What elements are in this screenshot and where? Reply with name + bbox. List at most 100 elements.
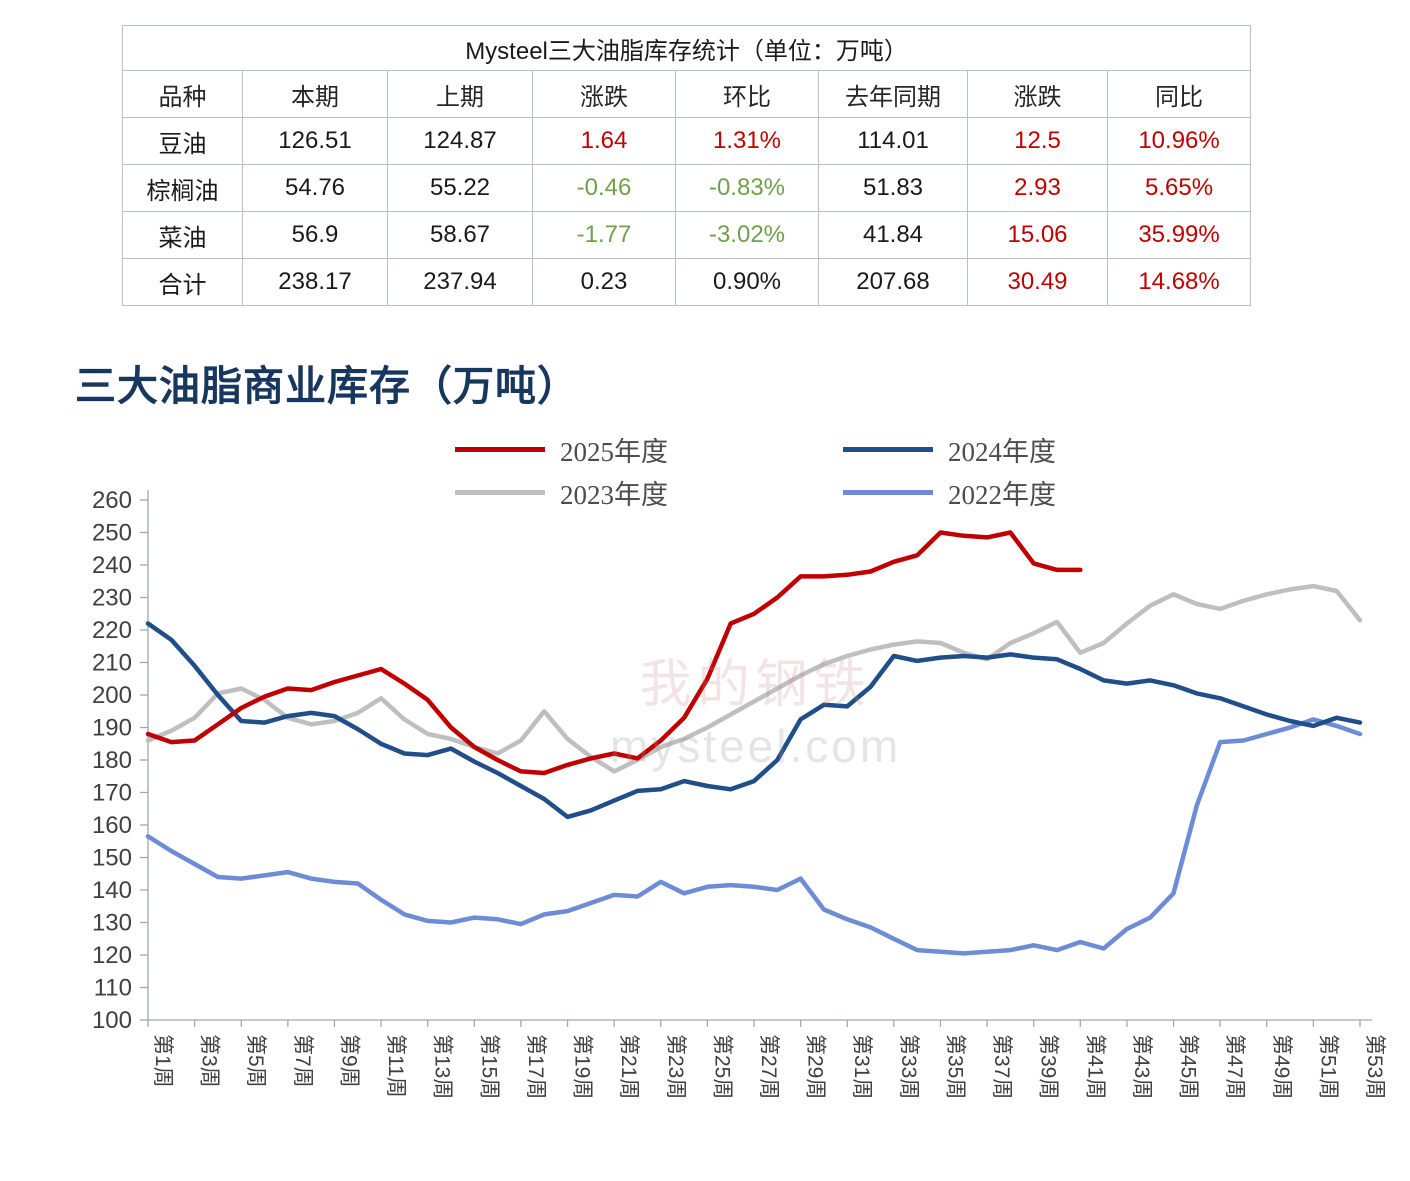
y-tick-label: 150 — [92, 845, 132, 872]
chart-legend: 2025年度 2024年度 2023年度 2022年度 — [455, 428, 1231, 514]
x-tick-label: 第13周 — [431, 1034, 454, 1099]
y-tick-label: 120 — [92, 942, 132, 969]
table-cell: 12.5 — [967, 117, 1108, 165]
table-header-row: 品种 本期 上期 涨跌 环比 去年同期 涨跌 同比 — [122, 70, 1252, 118]
table-cell: 2.93 — [967, 164, 1108, 212]
table-header-cell: 品种 — [122, 70, 243, 118]
legend-item-2025: 2025年度 — [455, 430, 843, 469]
table-body: 豆油 126.51 124.87 1.64 1.31% 114.01 12.5 10.96% 棕… — [122, 117, 1252, 306]
table-cell: 237.94 — [387, 258, 533, 306]
x-tick-label: 第33周 — [897, 1034, 920, 1099]
table-header-cell: 去年同期 — [818, 70, 968, 118]
table-header-cell: 同比 — [1106, 70, 1252, 118]
x-tick-label: 第17周 — [524, 1034, 547, 1099]
x-tick-label: 第5周 — [244, 1034, 267, 1088]
y-tick-label: 170 — [92, 780, 132, 807]
y-tick-label: 210 — [92, 650, 132, 677]
inventory-chart-svg: 100 110 120 130 140 150 160 170 180 190 200 210 220 2… — [92, 487, 1386, 1099]
table-cell: 0.90% — [675, 258, 819, 306]
x-tick-label: 第49周 — [1270, 1034, 1293, 1099]
table-header-cell: 环比 — [675, 70, 819, 118]
table-header-cell: 涨跌 — [532, 70, 676, 118]
y-tick-label: 140 — [92, 877, 132, 904]
x-tick-label: 第29周 — [804, 1034, 827, 1099]
x-tick-label: 第35周 — [943, 1034, 966, 1099]
y-tick-label: 110 — [94, 975, 132, 1002]
inventory-table: Mysteel三大油脂库存统计（单位：万吨） 品种 本期 上期 涨跌 环比 去年同期 涨跌同… — [121, 25, 1252, 306]
x-tick-label: 第31周 — [850, 1034, 873, 1099]
y-tick-label: 200 — [92, 682, 132, 709]
table-cell: -1.77 — [532, 211, 676, 259]
series-line-2022年度 — [145, 717, 1363, 956]
legend-row-2: 2023年度 2022年度 — [455, 471, 1231, 514]
table-cell: 51.83 — [818, 164, 968, 212]
table-cell: 30.49 — [967, 258, 1108, 306]
y-tick-label: 260 — [92, 487, 132, 514]
x-tick-label: 第1周 — [151, 1034, 174, 1088]
y-tick-label: 160 — [92, 812, 132, 839]
table-cell: 35.99% — [1106, 211, 1252, 259]
x-tick-label: 第19周 — [571, 1034, 594, 1099]
table-header-cell: 本期 — [242, 70, 388, 118]
table-cell: 豆油 — [122, 117, 243, 165]
legend-row-1: 2025年度 2024年度 — [455, 428, 1231, 471]
table-row: 菜油 56.9 58.67 -1.77 -3.02% 41.84 15.06 35.99% — [122, 211, 1252, 259]
x-tick-label: 第3周 — [198, 1034, 221, 1088]
x-tick-label: 第27周 — [757, 1034, 780, 1099]
table-cell: 126.51 — [242, 117, 388, 165]
table-cell: 棕榈油 — [122, 164, 243, 212]
y-tick-label: 130 — [92, 910, 132, 937]
table-row: 棕榈油 54.76 55.22 -0.46 -0.83% 51.83 2.93 5.65% — [122, 164, 1252, 212]
x-tick-label: 第7周 — [291, 1034, 314, 1088]
table-cell: 54.76 — [242, 164, 388, 212]
table-cell: 0.23 — [532, 258, 676, 306]
y-tick-label: 250 — [92, 520, 132, 547]
x-tick-label: 第47周 — [1223, 1034, 1246, 1099]
x-tick-label: 第41周 — [1083, 1034, 1106, 1099]
legend-label-2023: 2023年度 — [560, 480, 668, 510]
x-tick-label: 第45周 — [1177, 1034, 1200, 1099]
table-cell: 10.96% — [1106, 117, 1252, 165]
chart-block: 2025年度 2024年度 2023年度 2022年度 我的钢铁 mysteel… — [20, 437, 1410, 1138]
table-cell: 58.67 — [387, 211, 533, 259]
table-cell: 124.87 — [387, 117, 533, 165]
x-tick-label: 第39周 — [1037, 1034, 1060, 1099]
x-tick-label: 第37周 — [990, 1034, 1013, 1099]
legend-swatch-2025-icon — [455, 447, 545, 452]
legend-item-2024: 2024年度 — [843, 430, 1231, 469]
table-cell: 1.31% — [675, 117, 819, 165]
legend-item-2022: 2022年度 — [843, 473, 1231, 512]
y-tick-label: 230 — [92, 585, 132, 612]
series-line-2024年度 — [145, 621, 1363, 820]
x-tick-label: 第43周 — [1130, 1034, 1153, 1099]
table-cell: 5.65% — [1106, 164, 1252, 212]
x-tick-label: 第23周 — [664, 1034, 687, 1099]
table-cell: 114.01 — [818, 117, 968, 165]
table-cell: -3.02% — [675, 211, 819, 259]
y-tick-label: 220 — [92, 617, 132, 644]
x-tick-label: 第11周 — [384, 1034, 407, 1098]
table-row: 合计 238.17 237.94 0.23 0.90% 207.68 30.49 14.68% — [122, 258, 1252, 306]
y-tick-label: 240 — [92, 552, 132, 579]
y-tick-label: 100 — [92, 1007, 132, 1034]
legend-label-2022: 2022年度 — [948, 480, 1056, 510]
table-title-row: Mysteel三大油脂库存统计（单位：万吨） — [121, 25, 1252, 71]
table-cell: 合计 — [122, 258, 243, 306]
legend-label-2024: 2024年度 — [948, 437, 1056, 467]
y-tick-label: 190 — [92, 715, 132, 742]
table-cell: 56.9 — [242, 211, 388, 259]
table-row: 豆油 126.51 124.87 1.64 1.31% 114.01 12.5 10.96% — [122, 117, 1252, 165]
x-tick-label: 第25周 — [710, 1034, 733, 1099]
table-cell: 207.68 — [818, 258, 968, 306]
legend-label-2025: 2025年度 — [560, 437, 668, 467]
table-cell: 15.06 — [967, 211, 1108, 259]
legend-item-2023: 2023年度 — [455, 473, 843, 512]
table-header-cell: 涨跌 — [967, 70, 1108, 118]
legend-swatch-2022-icon — [843, 490, 933, 495]
table-cell: 14.68% — [1106, 258, 1252, 306]
table-cell: 41.84 — [818, 211, 968, 259]
series-line-2023年度 — [145, 583, 1363, 774]
y-tick-label: 180 — [92, 747, 132, 774]
table-cell: -0.46 — [532, 164, 676, 212]
x-tick-label: 第53周 — [1363, 1034, 1386, 1099]
